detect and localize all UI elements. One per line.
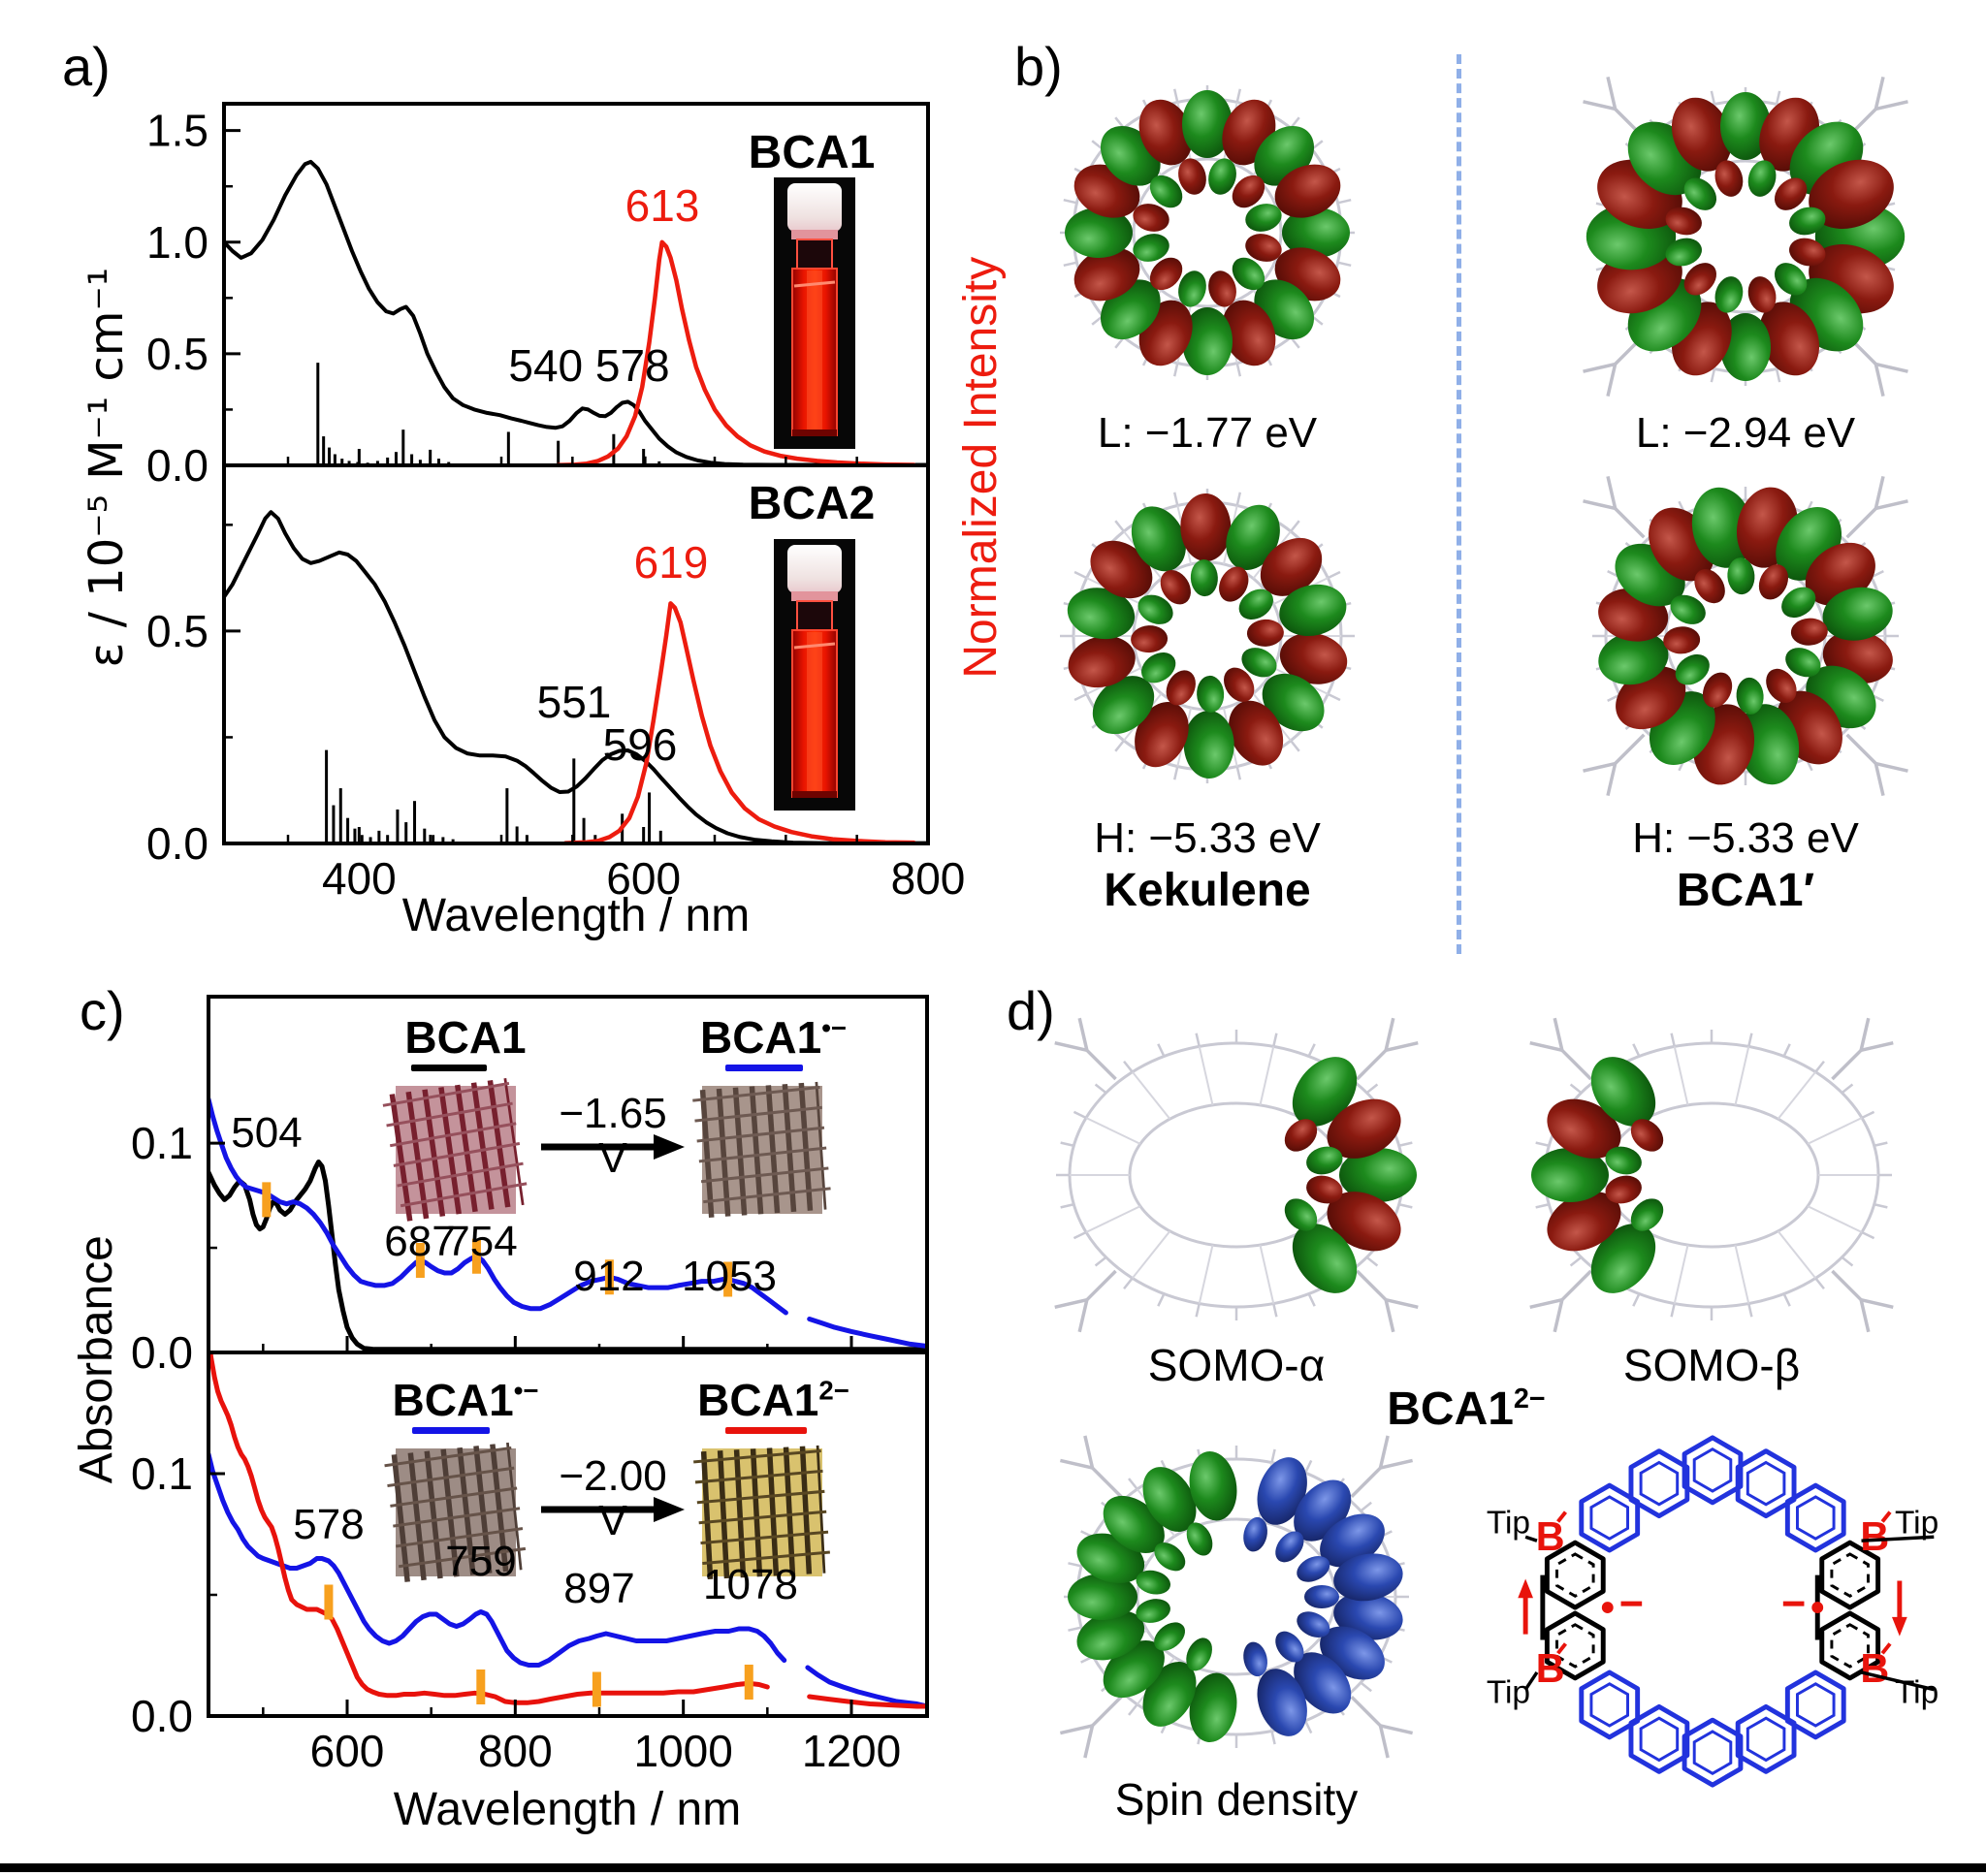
spectroelectrochem-photo-bca1-radical (691, 1081, 833, 1219)
species-base: BCA1 (697, 1375, 819, 1425)
svg-text:1000: 1000 (633, 1726, 732, 1776)
species-label-bca1: BCA1 (378, 1014, 553, 1061)
bca1p-homo-orbital (1583, 475, 1908, 797)
spin-density-plot (1059, 1435, 1414, 1759)
abs-peak-label-596: 596 (602, 719, 678, 770)
spectroelectrochem-photo-radical-2 (384, 1442, 528, 1583)
svg-text:1.0: 1.0 (146, 217, 208, 268)
species-sup: 2− (1513, 1383, 1546, 1415)
svg-text:1.5: 1.5 (146, 106, 208, 156)
voltage-label-2: −2.00 V (559, 1452, 667, 1545)
underline-blue (725, 1065, 803, 1071)
kekulene-homo-energy: H: −5.33 eV (1094, 814, 1321, 862)
somo-alpha-orbital (1054, 1017, 1419, 1333)
peak-label-754: 754 (446, 1218, 518, 1265)
somo-alpha-caption: SOMO-α (1147, 1340, 1326, 1390)
peak-label-687: 687 (384, 1218, 456, 1265)
peak-label-759: 759 (445, 1538, 517, 1585)
svg-text:1200: 1200 (802, 1726, 901, 1776)
tip-group-label: Tip (1487, 1505, 1530, 1541)
peak-label-504: 504 (231, 1109, 303, 1157)
species-base: BCA1 (392, 1375, 514, 1425)
bca1p-homo-energy: H: −5.33 eV (1632, 814, 1859, 862)
species-sup: •− (513, 1375, 539, 1406)
underline-black (411, 1065, 487, 1071)
tip-group-label: Tip (1487, 1674, 1530, 1710)
emission-peak-label-613: 613 (625, 180, 700, 231)
somo-beta-orbital (1529, 1017, 1894, 1333)
species-sup: 2− (818, 1375, 849, 1406)
peak-label-1078: 1078 (703, 1561, 798, 1608)
underline-red (725, 1427, 807, 1434)
svg-text:800: 800 (891, 853, 966, 904)
underline-blue-2 (412, 1427, 490, 1434)
kekulene-name: Kekulene (1104, 865, 1311, 916)
svg-text:600: 600 (310, 1726, 385, 1776)
species-base: BCA1 (699, 1012, 822, 1063)
panel-b-letter: b) (1014, 36, 1063, 97)
svg-text:800: 800 (478, 1726, 553, 1776)
bca2-cuvette-photo (774, 539, 855, 811)
panel-b-divider (1457, 54, 1461, 954)
bca2-spectrum-chart: 400 600 800 0.0 0.5 (146, 463, 965, 904)
y-axis-label-normalized-intensity: Normalized Intensity (954, 256, 1007, 679)
reaction-arrow-2 (541, 1497, 685, 1522)
svg-text:0.5: 0.5 (146, 606, 208, 656)
y-axis-label-epsilon: ε / 10⁻⁵ M⁻¹ cm⁻¹ (79, 267, 134, 668)
tip-group-label: Tip (1895, 1505, 1938, 1541)
svg-text:400: 400 (322, 853, 397, 904)
bca1p-lumo-energy: L: −2.94 eV (1635, 409, 1856, 457)
sec-bottom-chart: 600 800 1000 1200 0.0 0.1 (131, 1351, 929, 1776)
panel-c-letter: c) (80, 980, 125, 1041)
kekulene-lumo-orbital (1060, 85, 1355, 380)
species-label-bca1-radical: BCA1•− (679, 1014, 868, 1061)
bca1p-lumo-orbital (1583, 76, 1908, 397)
emission-peak-label-619: 619 (633, 537, 709, 588)
svg-text:0.1: 0.1 (131, 1448, 193, 1499)
svg-text:0.0: 0.0 (146, 440, 208, 491)
abs-peak-labels-540-578: 540 578 (508, 340, 670, 391)
peak-label-897: 897 (563, 1565, 635, 1612)
kekulene-homo-orbital (1060, 489, 1355, 783)
peak-label-1053: 1053 (682, 1253, 777, 1300)
panel-a-letter: a) (62, 36, 111, 97)
spectroelectrochem-photo-dianion (692, 1445, 832, 1580)
peak-label-912: 912 (573, 1253, 645, 1300)
species-label-bca1-dianion: BCA12− (679, 1377, 868, 1423)
svg-text:0.1: 0.1 (131, 1118, 193, 1168)
svg-text:0.0: 0.0 (131, 1691, 193, 1741)
x-axis-label-wavelength-a: Wavelength / nm (401, 890, 751, 941)
spin-density-caption: Spin density (1114, 1774, 1359, 1825)
voltage-label-1: −1.65 V (559, 1090, 667, 1183)
abs-peak-label-551: 551 (536, 677, 612, 727)
species-base: BCA1 (1387, 1383, 1514, 1435)
panel-d-letter: d) (1007, 980, 1055, 1041)
bca1-cuvette-photo (774, 177, 855, 449)
bca1p-name: BCA1′ (1676, 865, 1815, 916)
species-label-bca1-radical-2: BCA1•− (373, 1377, 558, 1423)
y-axis-label-absorbance: Absorbance (70, 1235, 122, 1484)
bca1-title: BCA1 (748, 127, 876, 178)
species-base: BCA1 (404, 1012, 527, 1063)
peak-label-578: 578 (293, 1501, 365, 1548)
svg-text:600: 600 (606, 853, 681, 904)
svg-text:0.0: 0.0 (146, 818, 208, 869)
species-sup: •− (821, 1012, 848, 1043)
kekulene-lumo-energy: L: −1.77 eV (1097, 409, 1318, 457)
bca1-spectrum-chart: 0.0 0.5 1.0 1.5 (146, 102, 930, 491)
somo-beta-caption: SOMO-β (1622, 1340, 1801, 1390)
figure-bottom-rule (0, 1863, 1986, 1872)
dianion-species-title: BCA12− (1369, 1384, 1563, 1434)
bca2-title: BCA2 (748, 478, 876, 529)
spectroelectrochem-photo-bca1 (382, 1078, 529, 1222)
svg-text:0.5: 0.5 (146, 329, 208, 379)
x-axis-label-wavelength-c: Wavelength / nm (393, 1784, 742, 1835)
svg-text:0.0: 0.0 (131, 1327, 193, 1378)
reaction-arrow-1 (541, 1134, 685, 1160)
